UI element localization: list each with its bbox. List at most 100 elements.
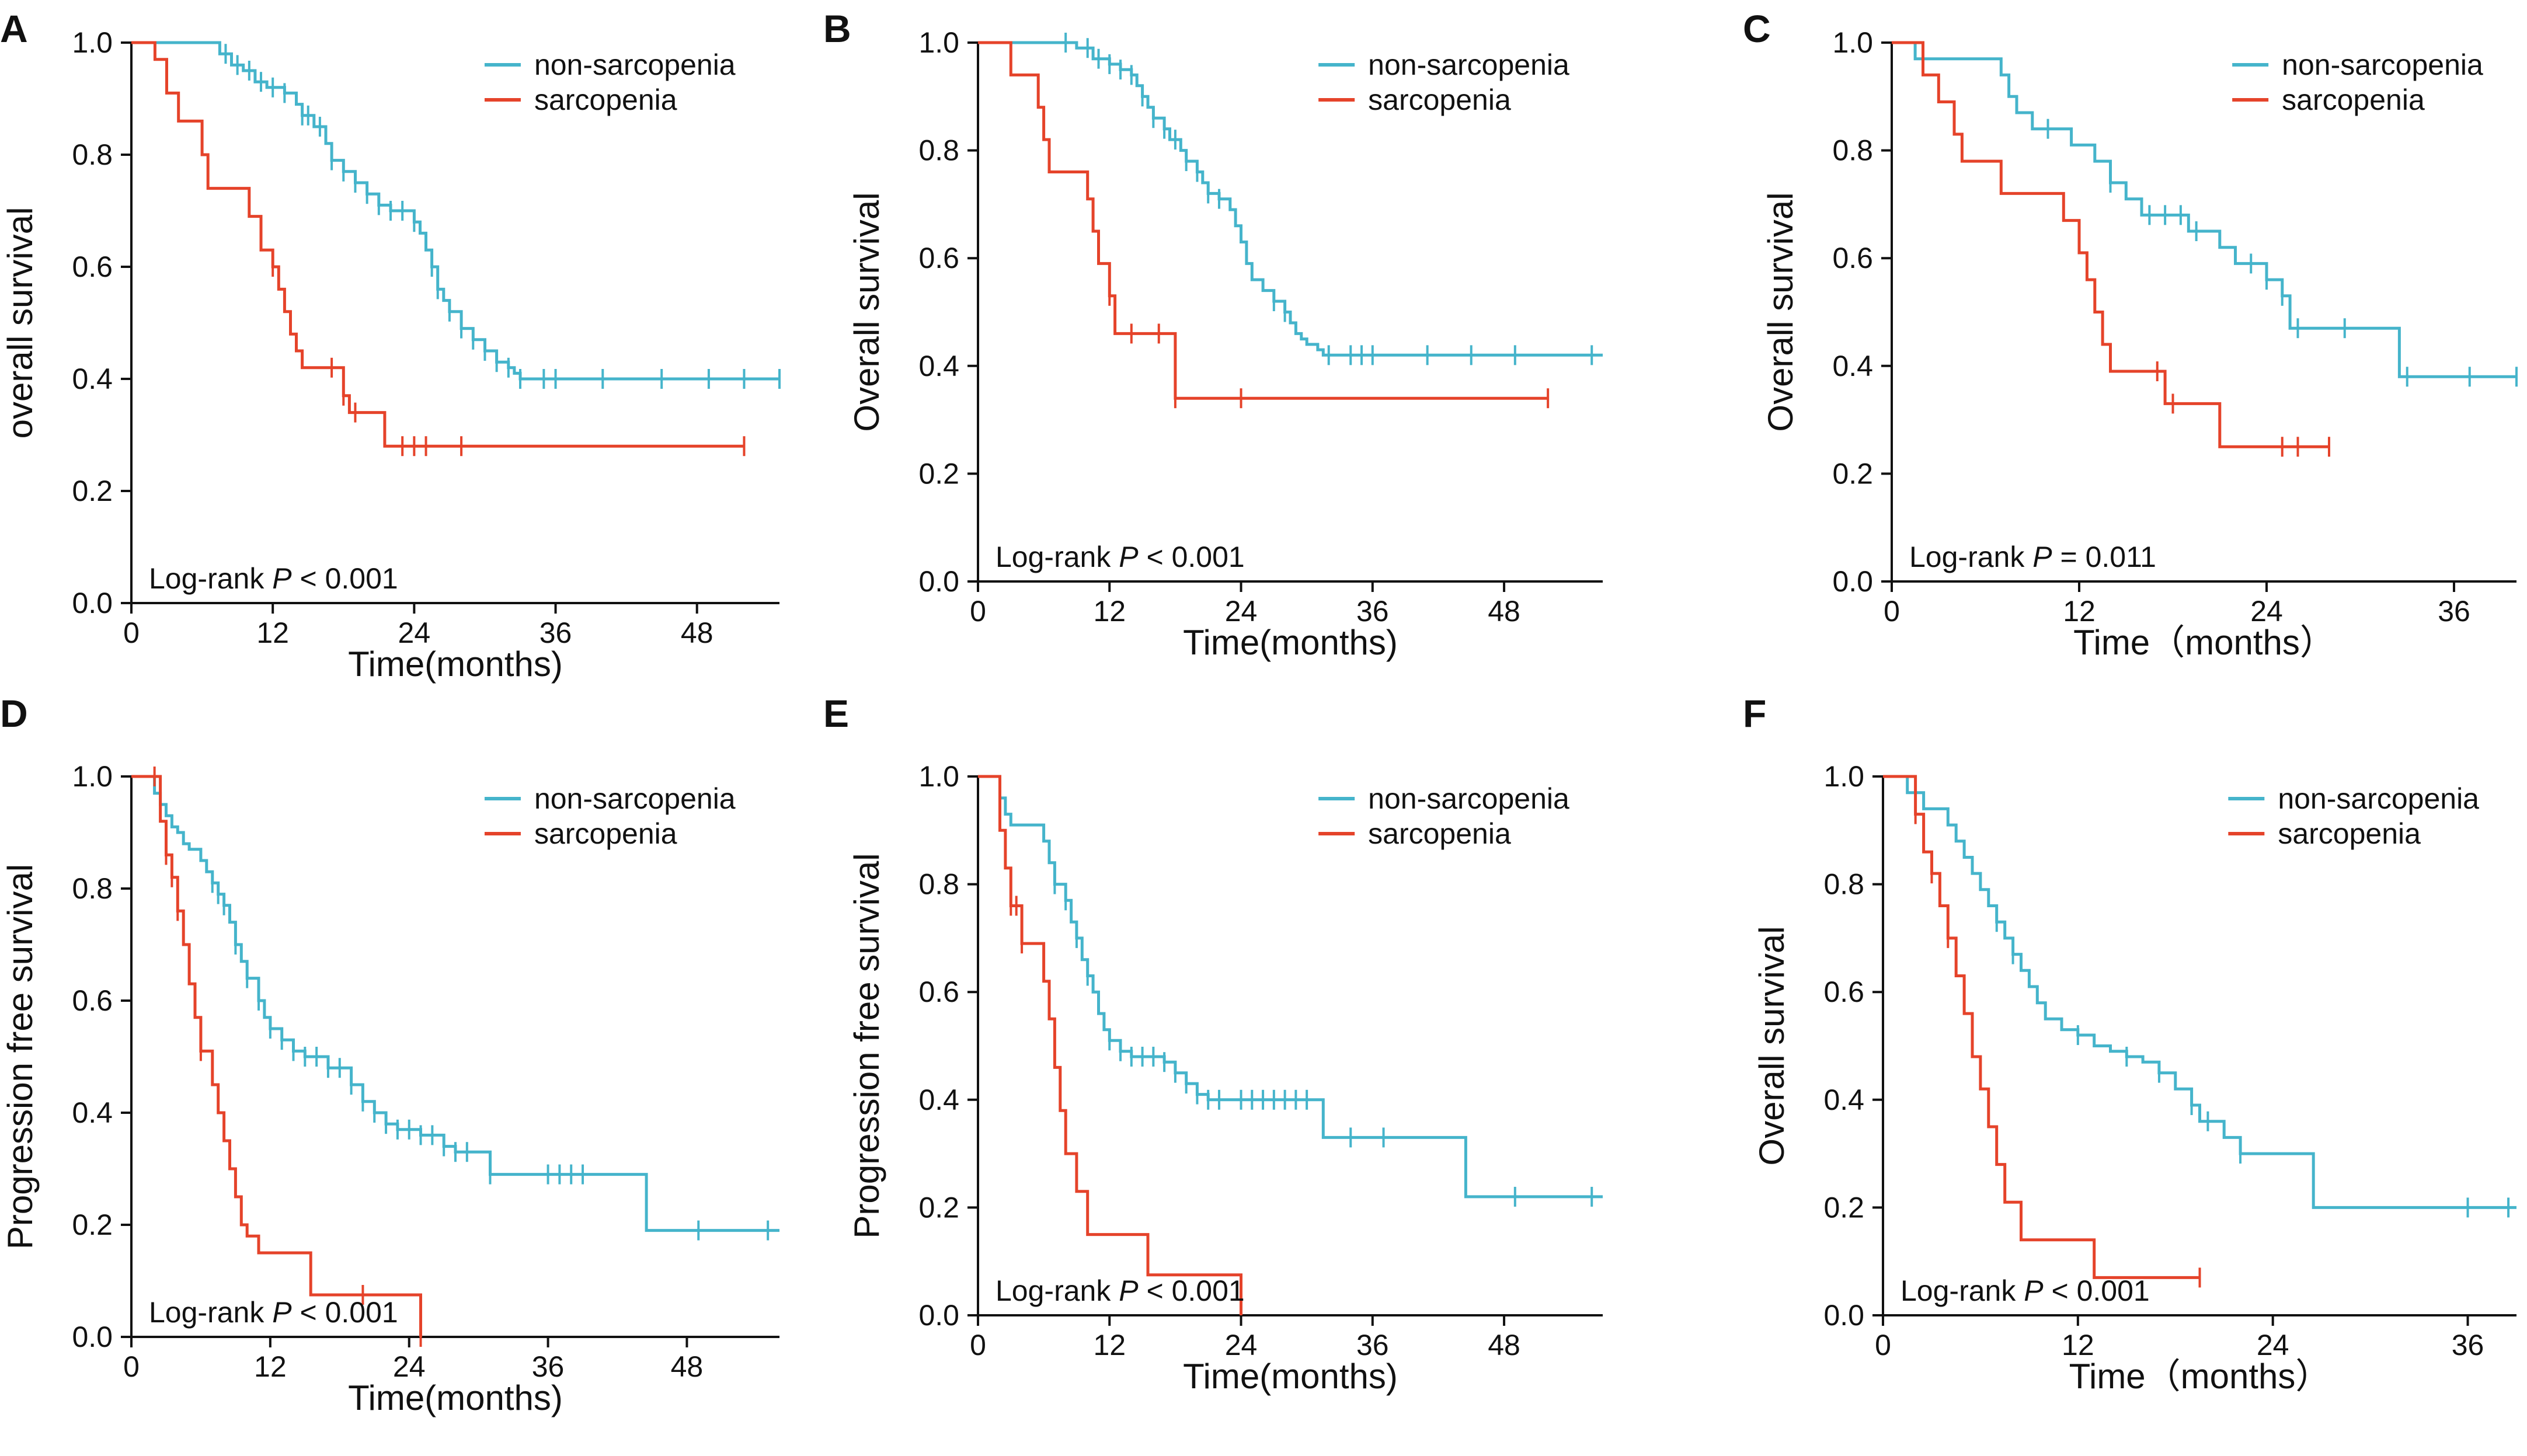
chart-f-panel-letter: F bbox=[1743, 692, 1766, 735]
chart-b-x-tick-label: 0 bbox=[970, 595, 986, 628]
chart-b-legend-label-non-sarcopenia: non-sarcopenia bbox=[1368, 48, 1569, 81]
chart-a-x-tick-label: 36 bbox=[539, 616, 572, 649]
chart-e: E 0.0 0.2 0.4 0.6 0.8 1.0 0 12 24 36 48 Time(months)… bbox=[823, 692, 1603, 1396]
chart-c-panel-letter: C bbox=[1743, 7, 1771, 50]
chart-f-series-sarcopenia bbox=[1883, 775, 2200, 1279]
chart-f-y-tick-label: 0.0 bbox=[1823, 1299, 1864, 1332]
chart-f-legend-label-sarcopenia: sarcopenia bbox=[2278, 817, 2421, 850]
chart-d-y-tick-label: 0.6 bbox=[72, 984, 113, 1017]
chart-e-logrank-annotation: Log-rank P < 0.001 bbox=[996, 1274, 1245, 1307]
chart-d: D 0.0 0.2 0.4 0.6 0.8 1.0 0 12 24 36 48 Time(months)… bbox=[0, 692, 779, 1417]
chart-c-series-sarcopenia bbox=[1892, 41, 2329, 448]
chart-c-x-axis-title: Time（months） bbox=[2073, 623, 2335, 662]
chart-b-y-tick-label: 0.8 bbox=[918, 134, 959, 167]
chart-e-x-tick-label: 48 bbox=[1488, 1329, 1520, 1361]
chart-d-y-tick-label: 0.8 bbox=[72, 872, 113, 905]
chart-b-y-axis-title: Overall survival bbox=[847, 192, 886, 431]
chart-e-series-non-sarcopenia bbox=[978, 775, 1603, 1199]
chart-e-series-sarcopenia bbox=[978, 775, 1242, 1315]
chart-a-y-tick-label: 0.2 bbox=[72, 475, 113, 507]
chart-f-logrank-annotation: Log-rank P < 0.001 bbox=[1901, 1274, 2150, 1307]
chart-f-series-non-sarcopenia bbox=[1883, 775, 2516, 1209]
chart-c: C 0.0 0.2 0.4 0.6 0.8 1.0 0 12 24 36 Time（months） Ov… bbox=[1743, 7, 2518, 662]
chart-b-y-tick-label: 0.0 bbox=[918, 565, 959, 598]
chart-c-y-tick-label: 1.0 bbox=[1832, 26, 1873, 59]
chart-e-x-tick-label: 12 bbox=[1093, 1329, 1126, 1361]
chart-c-x-tick-label: 12 bbox=[2063, 595, 2096, 628]
chart-a-legend-label-non-sarcopenia: non-sarcopenia bbox=[534, 48, 736, 81]
chart-c-y-tick-label: 0.0 bbox=[1832, 565, 1873, 598]
chart-a-y-tick-label: 0.4 bbox=[72, 363, 113, 395]
chart-b-y-tick-label: 0.6 bbox=[918, 242, 959, 274]
chart-f-x-tick-label: 24 bbox=[2257, 1329, 2289, 1361]
chart-b-x-axis-title: Time(months) bbox=[1183, 623, 1398, 662]
chart-b-y-tick-label: 0.4 bbox=[918, 350, 959, 382]
chart-f-x-tick-label: 36 bbox=[2452, 1329, 2484, 1361]
chart-f-y-axis-title: Overall survival bbox=[1752, 926, 1791, 1165]
chart-f-y-tick-label: 0.8 bbox=[1823, 868, 1864, 901]
chart-b-x-tick-label: 36 bbox=[1356, 595, 1389, 628]
chart-c-y-tick-label: 0.6 bbox=[1832, 242, 1873, 274]
chart-e-x-tick-label: 0 bbox=[970, 1329, 986, 1361]
chart-b-y-tick-label: 1.0 bbox=[918, 26, 959, 59]
chart-a-y-tick-label: 1.0 bbox=[72, 26, 113, 59]
chart-e-y-tick-label: 0.6 bbox=[918, 976, 959, 1008]
chart-e-y-tick-label: 1.0 bbox=[918, 760, 959, 793]
chart-e-x-tick-label: 24 bbox=[1225, 1329, 1258, 1361]
chart-c-series-non-sarcopenia bbox=[1892, 41, 2516, 378]
chart-e-y-tick-label: 0.8 bbox=[918, 868, 959, 901]
chart-b-panel-letter: B bbox=[823, 7, 851, 50]
chart-a-y-tick-label: 0.6 bbox=[72, 250, 113, 283]
chart-a-x-tick-label: 24 bbox=[398, 616, 431, 649]
chart-a-y-tick-label: 0.0 bbox=[72, 587, 113, 619]
chart-b-series-sarcopenia bbox=[978, 41, 1548, 400]
chart-c-y-tick-label: 0.2 bbox=[1832, 457, 1873, 490]
chart-a-x-tick-label: 48 bbox=[681, 616, 713, 649]
chart-d-x-tick-label: 12 bbox=[254, 1350, 287, 1383]
chart-e-y-tick-label: 0.2 bbox=[918, 1191, 959, 1224]
chart-d-x-tick-label: 48 bbox=[671, 1350, 704, 1383]
chart-d-y-tick-label: 0.0 bbox=[72, 1321, 113, 1353]
chart-d-panel-letter: D bbox=[0, 692, 28, 735]
chart-a-legend-label-sarcopenia: sarcopenia bbox=[534, 83, 677, 116]
chart-d-y-tick-label: 0.4 bbox=[72, 1096, 113, 1129]
chart-a-series-sarcopenia bbox=[131, 41, 744, 448]
chart-a-x-axis-title: Time(months) bbox=[348, 645, 563, 684]
chart-c-logrank-annotation: Log-rank P = 0.011 bbox=[1909, 541, 2156, 573]
chart-b-y-tick-label: 0.2 bbox=[918, 457, 959, 490]
chart-a-panel-letter: A bbox=[0, 7, 28, 50]
chart-e-legend-label-sarcopenia: sarcopenia bbox=[1368, 817, 1511, 850]
chart-a-series-non-sarcopenia bbox=[131, 41, 779, 381]
chart-c-y-tick-label: 0.4 bbox=[1832, 350, 1873, 382]
chart-d-x-axis-title: Time(months) bbox=[348, 1378, 563, 1417]
chart-e-y-tick-label: 0.4 bbox=[918, 1084, 959, 1116]
chart-f-y-tick-label: 0.2 bbox=[1823, 1191, 1864, 1224]
chart-b-x-tick-label: 48 bbox=[1488, 595, 1520, 628]
chart-f: F 0.0 0.2 0.4 0.6 0.8 1.0 0 12 24 36 Time（months） Ov… bbox=[1743, 692, 2516, 1396]
chart-a-y-tick-label: 0.8 bbox=[72, 138, 113, 171]
chart-a-logrank-annotation: Log-rank P < 0.001 bbox=[149, 562, 398, 595]
chart-f-x-axis-title: Time（months） bbox=[2069, 1357, 2331, 1396]
chart-f-y-tick-label: 0.6 bbox=[1823, 976, 1864, 1008]
chart-c-y-tick-label: 0.8 bbox=[1832, 134, 1873, 167]
chart-d-x-tick-label: 24 bbox=[393, 1350, 426, 1383]
chart-d-x-tick-label: 0 bbox=[123, 1350, 140, 1383]
chart-b-x-tick-label: 12 bbox=[1093, 595, 1126, 628]
chart-c-x-tick-label: 36 bbox=[2438, 595, 2470, 628]
chart-d-x-tick-label: 36 bbox=[532, 1350, 565, 1383]
chart-d-series-sarcopenia bbox=[131, 775, 422, 1337]
chart-f-legend-label-non-sarcopenia: non-sarcopenia bbox=[2278, 782, 2479, 815]
chart-b-legend-label-sarcopenia: sarcopenia bbox=[1368, 83, 1511, 116]
chart-f-x-tick-label: 12 bbox=[2062, 1329, 2094, 1361]
chart-e-x-axis-title: Time(months) bbox=[1183, 1357, 1398, 1396]
chart-d-legend-label-sarcopenia: sarcopenia bbox=[534, 817, 677, 850]
chart-f-x-tick-label: 0 bbox=[1875, 1329, 1891, 1361]
chart-d-legend-label-non-sarcopenia: non-sarcopenia bbox=[534, 782, 736, 815]
chart-e-legend-label-non-sarcopenia: non-sarcopenia bbox=[1368, 782, 1569, 815]
chart-e-panel-letter: E bbox=[823, 692, 849, 735]
chart-e-y-tick-label: 0.0 bbox=[918, 1299, 959, 1332]
chart-d-y-tick-label: 1.0 bbox=[72, 760, 113, 793]
chart-c-legend-label-non-sarcopenia: non-sarcopenia bbox=[2282, 48, 2483, 81]
chart-f-y-tick-label: 1.0 bbox=[1823, 760, 1864, 793]
